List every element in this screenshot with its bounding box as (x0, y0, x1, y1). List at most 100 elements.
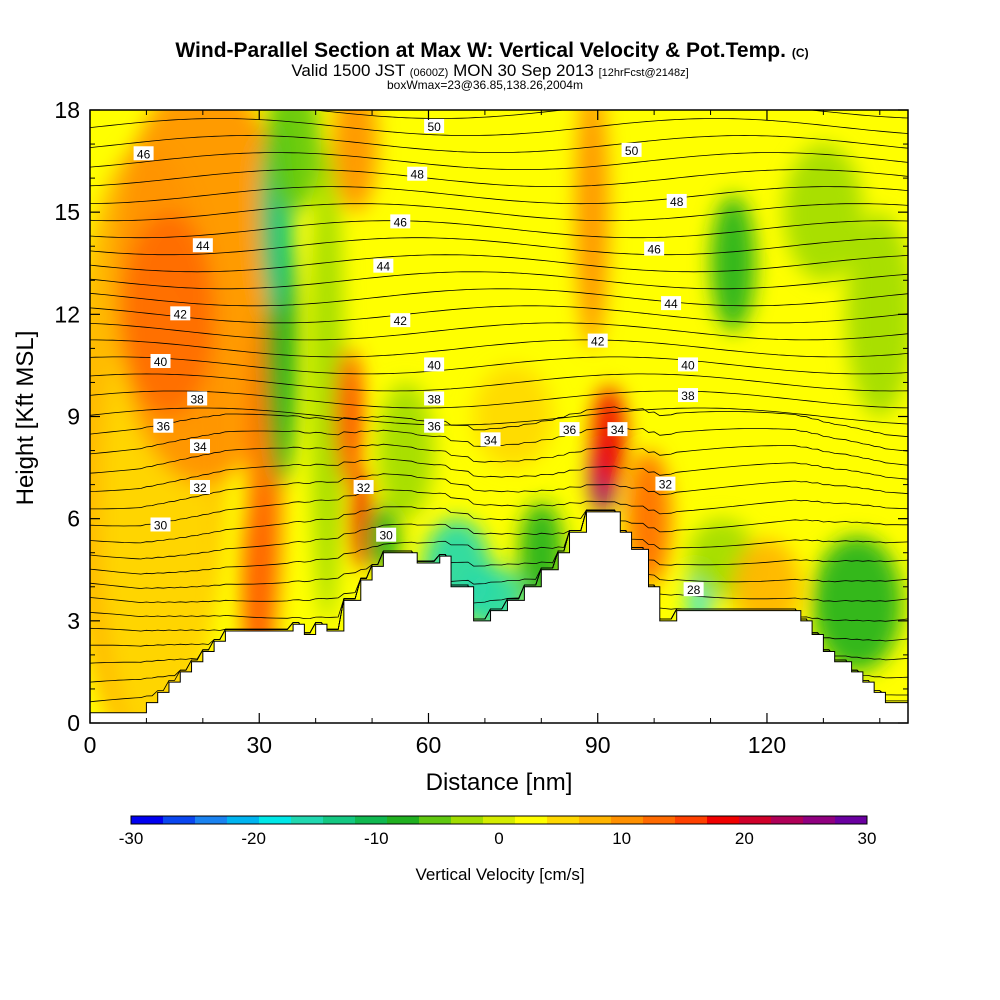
isentrope (90, 443, 908, 474)
contour-label-box (190, 439, 211, 454)
isentrope (90, 305, 908, 324)
y-tick-label: 3 (67, 608, 80, 634)
colorbar-swatch (163, 816, 196, 824)
velocity-cell (812, 535, 903, 672)
contour-label-box (683, 582, 704, 597)
isentrope (90, 152, 908, 170)
y-axis-label: Height [Kft MSL] (12, 331, 39, 506)
contour-label: 46 (647, 243, 661, 257)
colorbar: -30 -20 -10 0 10 20 30 (119, 815, 877, 848)
contour-label-box (559, 422, 580, 437)
colorbar-swatch (515, 816, 548, 824)
x-tick-label: 0 (84, 732, 97, 758)
isentrope (90, 407, 908, 426)
colorbar-swatch (355, 816, 388, 824)
contour-label-box (170, 306, 191, 321)
contour-label: 34 (193, 440, 207, 454)
contour-label: 46 (137, 147, 151, 161)
contour-label: 30 (379, 529, 393, 543)
y-tick-label: 6 (67, 506, 80, 532)
colorbar-swatch (451, 816, 484, 824)
velocity-cell (592, 385, 626, 489)
chart-title: Wind-Parallel Section at Max W: Vertical… (175, 39, 808, 62)
contour-label-box (373, 258, 394, 273)
colorbar-label: Vertical Velocity [cm/s] (415, 865, 584, 884)
contour-label-box (587, 333, 608, 348)
colorbar-swatch (675, 816, 708, 824)
contour-label-box (190, 480, 211, 495)
colorbar-tick-label: -30 (119, 829, 144, 848)
contour-label-box (390, 214, 411, 229)
contour-label: 42 (591, 335, 605, 349)
colorbar-tick-label: -20 (241, 829, 266, 848)
contour-label: 40 (427, 358, 441, 372)
contour-label: 44 (377, 260, 391, 274)
isentrope (90, 509, 908, 560)
colorbar-swatch (643, 816, 676, 824)
colorbar-swatch (707, 816, 740, 824)
chart-subtitle: Valid 1500 JST (0600Z) MON 30 Sep 2013 [… (291, 61, 688, 80)
contour-label-box (150, 354, 171, 369)
chart-boxwmax: boxWmax=23@36.85,138.26,2004m (387, 78, 583, 92)
colorbar-tick-label: 0 (494, 829, 503, 848)
colorbar-tick-label: 10 (612, 829, 631, 848)
contour-label-box (424, 357, 445, 372)
colorbar-swatch (739, 816, 772, 824)
contour-label-box (424, 391, 445, 406)
contour-label: 28 (687, 583, 701, 597)
contour-label-box (133, 146, 154, 161)
velocity-cell (335, 348, 364, 485)
colorbar-swatch (835, 816, 868, 824)
colorbar-swatch (387, 816, 420, 824)
y-tick-label: 9 (67, 404, 80, 430)
isentrope (90, 288, 908, 307)
isentrope (90, 118, 908, 136)
velocity-cell (264, 110, 322, 213)
contour-label-box (655, 476, 676, 491)
copyright-mark: (C) (792, 46, 809, 60)
isentrope (90, 373, 908, 392)
contour-label-box (407, 166, 428, 181)
colorbar-tick-label: 30 (858, 829, 877, 848)
contour-label: 50 (625, 144, 639, 158)
contour-label: 36 (427, 420, 441, 434)
contour-label: 46 (394, 215, 408, 229)
contour-label: 38 (427, 392, 441, 406)
colorbar-swatch (195, 816, 228, 824)
isentrope (90, 390, 908, 409)
colorbar-tick-label: 20 (735, 829, 754, 848)
y-tick-label: 0 (67, 710, 80, 736)
x-axis-label: Distance [nm] (426, 769, 573, 796)
terrain (90, 511, 908, 723)
velocity-cell (845, 212, 908, 417)
contour-label: 36 (157, 420, 171, 434)
velocity-cell (123, 212, 215, 417)
velocity-cell (710, 195, 756, 332)
contour-label: 50 (427, 120, 441, 134)
colorbar-swatch (611, 816, 644, 824)
contour-label-box (607, 422, 628, 437)
contour-label: 34 (484, 433, 498, 447)
contour-label-box (424, 119, 445, 134)
isentrope (90, 220, 908, 239)
isentrope (90, 135, 908, 153)
contour-label: 42 (394, 314, 408, 328)
isentrope (90, 489, 908, 527)
contour-label-box (621, 142, 642, 157)
x-tick-label: 60 (416, 732, 442, 758)
isentrope (90, 339, 908, 358)
isentrope (90, 186, 908, 205)
contour-labels: 50 50 46 48 48 46 46 44 44 44 42 42 42 40 40 40 38 38 38 36… (133, 119, 704, 597)
contour-label-box (376, 527, 397, 542)
contour-label: 42 (174, 307, 188, 321)
isentrope (90, 237, 908, 256)
contour-label-box (661, 296, 682, 311)
contour-label-box (677, 357, 698, 372)
isentrope (90, 110, 908, 119)
contour-label-box (677, 388, 698, 403)
isentrope (90, 509, 908, 622)
contour-label: 38 (681, 389, 695, 403)
potential-temperature-contours (90, 110, 908, 703)
contour-label: 40 (154, 355, 168, 369)
